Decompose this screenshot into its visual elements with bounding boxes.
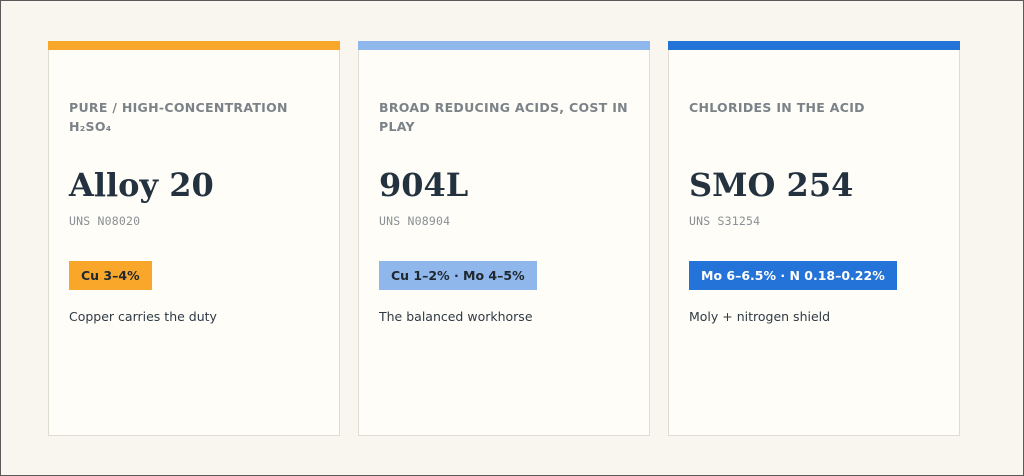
card-alloy-name: 904L bbox=[379, 166, 469, 204]
card-accent-bar bbox=[358, 41, 650, 50]
card-alloy-name: SMO 254 bbox=[689, 166, 854, 204]
card-condition-label: PURE / HIGH-CONCENTRATION H₂SO₄ bbox=[69, 100, 288, 134]
card-uns-number: UNS S31254 bbox=[689, 214, 761, 228]
card-accent-bar bbox=[668, 41, 960, 50]
card-composition-chip: Cu 1–2% · Mo 4–5% bbox=[379, 261, 537, 290]
card-condition-label: BROAD REDUCING ACIDS, COST IN PLAY bbox=[379, 100, 628, 134]
alloy-card-alloy-20: PURE / HIGH-CONCENTRATION H₂SO₄ Alloy 20… bbox=[48, 41, 340, 436]
alloy-card-904l: BROAD REDUCING ACIDS, COST IN PLAY 904L … bbox=[358, 41, 650, 436]
card-description: Moly + nitrogen shield bbox=[689, 309, 831, 324]
card-composition-chip: Mo 6–6.5% · N 0.18–0.22% bbox=[689, 261, 897, 290]
alloy-card-row: PURE / HIGH-CONCENTRATION H₂SO₄ Alloy 20… bbox=[48, 41, 960, 436]
card-uns-number: UNS N08020 bbox=[69, 214, 141, 228]
card-condition-label: CHLORIDES IN THE ACID bbox=[689, 100, 865, 115]
card-composition-chip: Cu 3–4% bbox=[69, 261, 152, 290]
card-uns-number: UNS N08904 bbox=[379, 214, 451, 228]
card-accent-bar bbox=[48, 41, 340, 50]
alloy-card-smo-254: CHLORIDES IN THE ACID SMO 254 UNS S31254… bbox=[668, 41, 960, 436]
card-description: The balanced workhorse bbox=[379, 309, 533, 324]
card-alloy-name: Alloy 20 bbox=[69, 166, 214, 204]
card-description: Copper carries the duty bbox=[69, 309, 217, 324]
